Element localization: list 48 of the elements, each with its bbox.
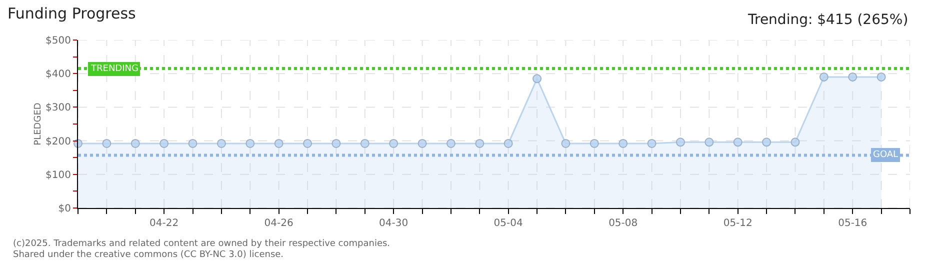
point	[676, 138, 685, 147]
point	[188, 138, 198, 148]
point	[332, 138, 341, 148]
chart-title: Funding Progress	[8, 4, 136, 23]
point	[618, 138, 628, 148]
point	[216, 138, 226, 148]
point	[360, 138, 370, 148]
point	[446, 138, 456, 148]
chart-subtitle: Trending: $415 (265%)	[747, 12, 908, 28]
x-tick-label: 04-26	[264, 218, 294, 229]
point	[733, 138, 742, 147]
text: Shared under the creative commons (CC BY-NC 3.0) license.	[13, 250, 284, 260]
point	[704, 138, 714, 147]
point	[475, 138, 484, 148]
point	[876, 72, 886, 82]
y-axis-title: PLEDGED	[34, 102, 44, 146]
y-tick-label: $200	[46, 136, 71, 148]
point	[160, 138, 169, 148]
point	[102, 138, 112, 148]
x-tick-label: 05-16	[838, 218, 868, 229]
point	[303, 138, 312, 148]
point	[274, 138, 284, 148]
y-tick-label: $500	[46, 36, 71, 46]
point	[819, 72, 828, 82]
y-tick-label: $400	[46, 69, 71, 80]
x-tick-label: 05-04	[494, 218, 523, 229]
text: (c)2025. Trademarks and related content are owned by their respective companies.	[13, 239, 390, 249]
point	[647, 138, 656, 148]
ref-line-label: GOAL	[873, 150, 898, 160]
point	[389, 138, 398, 148]
point	[246, 138, 255, 148]
y-tick-label: $0	[58, 204, 71, 214]
point	[532, 74, 542, 84]
ref-line-label: TRENDING	[90, 64, 138, 74]
point	[848, 72, 858, 82]
point	[590, 138, 599, 148]
point	[762, 138, 772, 147]
x-tick-label: 05-08	[608, 218, 638, 229]
x-tick-label: 04-30	[379, 218, 408, 229]
y-tick-label: $300	[46, 102, 71, 114]
point	[504, 138, 513, 148]
y-tick-label: $100	[46, 170, 71, 181]
x-tick-label: 05-12	[723, 218, 752, 229]
point	[790, 138, 800, 147]
point	[130, 138, 140, 148]
point	[418, 138, 427, 148]
point	[561, 138, 570, 148]
x-tick-label: 04-22	[150, 218, 179, 229]
